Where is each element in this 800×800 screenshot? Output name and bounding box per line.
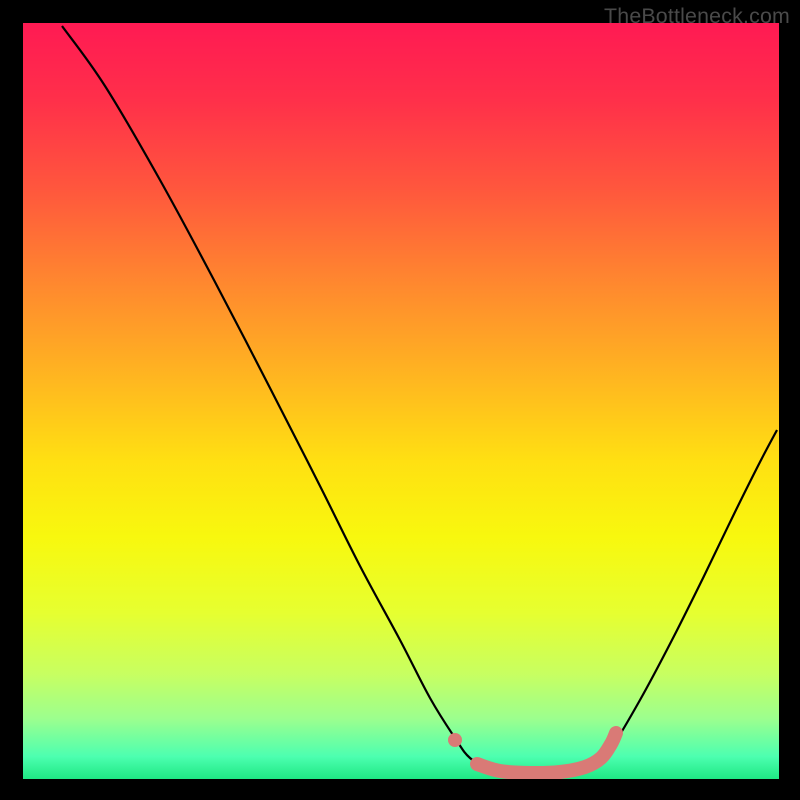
- chart-container: TheBottleneck.com: [0, 0, 800, 800]
- source-watermark: TheBottleneck.com: [604, 4, 790, 29]
- highlight-dot: [448, 733, 462, 747]
- bottleneck-curve-chart: [0, 0, 800, 800]
